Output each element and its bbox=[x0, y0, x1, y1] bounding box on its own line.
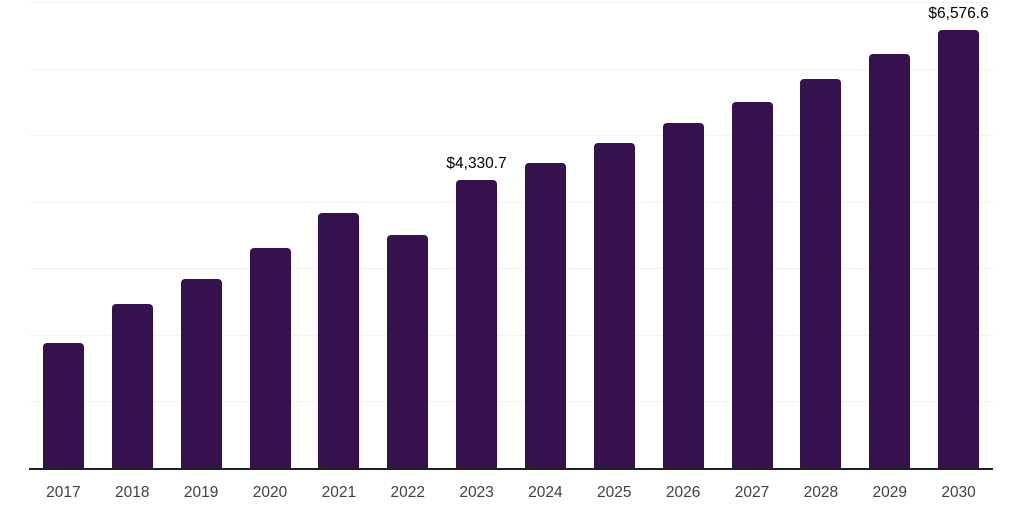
bar-2019 bbox=[180, 278, 222, 468]
gridline bbox=[29, 268, 993, 270]
x-axis-label: 2028 bbox=[803, 484, 839, 501]
value-label-2030: $6,576.6 bbox=[928, 5, 989, 23]
bar-2028 bbox=[800, 79, 842, 468]
gridline bbox=[29, 68, 993, 70]
x-axis-label: 2023 bbox=[459, 484, 494, 501]
bar-2017 bbox=[42, 342, 84, 468]
bar-2025 bbox=[593, 143, 635, 468]
bar-2030 bbox=[938, 30, 980, 468]
gridline bbox=[29, 135, 993, 137]
gridline bbox=[29, 201, 993, 203]
plot-area: 2017 2018 2019 2020 2021 2022 2023 2024 2025 2026… bbox=[29, 2, 993, 501]
bar-2027 bbox=[731, 102, 773, 468]
x-axis-label: 2021 bbox=[321, 484, 357, 501]
bar-2023 bbox=[456, 179, 498, 468]
x-axis-line bbox=[29, 468, 993, 470]
x-axis-label: 2025 bbox=[597, 484, 632, 501]
x-axis-label: 2020 bbox=[252, 484, 288, 501]
gridline bbox=[29, 2, 993, 3]
x-axis-label: 2026 bbox=[665, 484, 701, 501]
bar-2022 bbox=[387, 235, 429, 468]
x-axis-label: 2029 bbox=[872, 484, 907, 501]
x-axis-label: 2030 bbox=[941, 484, 976, 501]
x-axis-label: 2017 bbox=[46, 484, 81, 501]
value-label-2023: $4,330.7 bbox=[446, 154, 507, 172]
x-axis-label: 2024 bbox=[528, 484, 563, 501]
bar-2024 bbox=[524, 163, 566, 468]
bar-2026 bbox=[662, 123, 704, 468]
gridline bbox=[29, 334, 993, 336]
bar-2020 bbox=[249, 247, 291, 468]
gridline bbox=[29, 401, 993, 403]
x-axis-label: 2019 bbox=[183, 484, 219, 501]
bar-2018 bbox=[111, 303, 153, 468]
x-axis-label: 2027 bbox=[734, 484, 770, 501]
bar-2021 bbox=[318, 213, 360, 468]
x-axis-label: 2018 bbox=[115, 484, 150, 501]
x-axis-label: 2022 bbox=[390, 484, 425, 501]
bar-2029 bbox=[869, 54, 911, 468]
